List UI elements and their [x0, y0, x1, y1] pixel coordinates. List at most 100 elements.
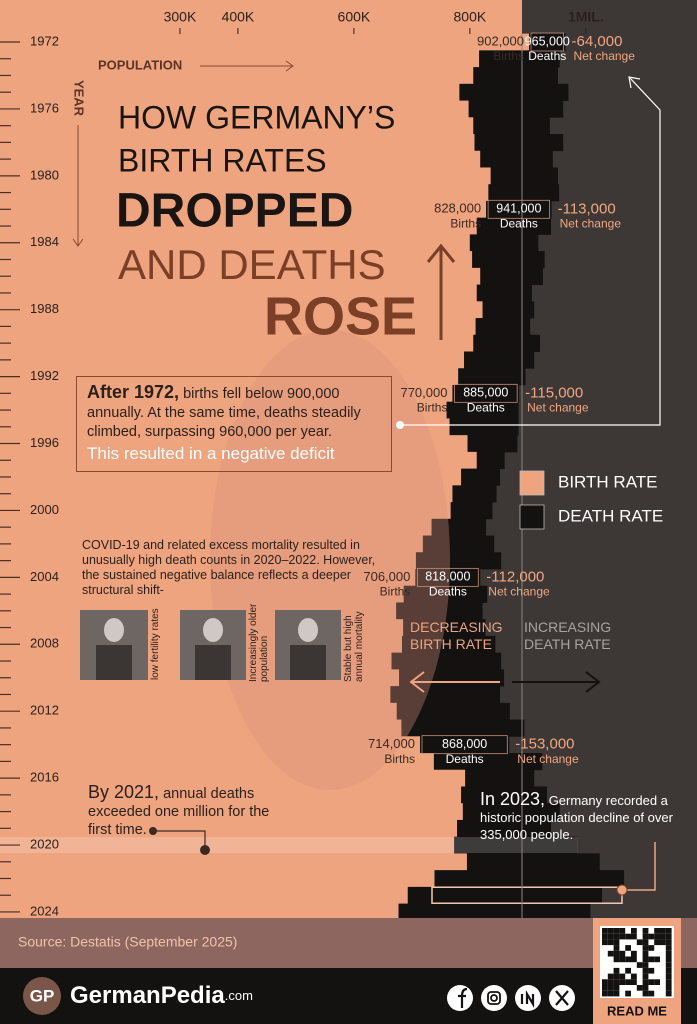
birth-bar: [0, 753, 434, 771]
chart-title: HOW GERMANY’S: [118, 99, 395, 135]
net-label: -64,000: [572, 33, 623, 50]
qr-cell: [636, 985, 643, 991]
birth-bar: [0, 686, 391, 704]
value-label: 941,000: [496, 202, 541, 216]
birth-bar: [0, 418, 450, 436]
connector: [153, 830, 206, 850]
birth-bar: [0, 251, 473, 269]
death-bar: [433, 753, 543, 771]
birth-bar: [0, 552, 416, 570]
birth-bar: [0, 719, 402, 737]
death-bar: [472, 251, 545, 269]
death-bar: [488, 184, 560, 202]
y-tick-label: 2012: [30, 703, 59, 718]
qr-cell: [607, 979, 614, 985]
birth-bar: [0, 384, 453, 403]
y-tick-label: 1996: [30, 435, 59, 450]
legend-label: BIRTH RATE: [558, 472, 658, 491]
qr-cell: [631, 928, 637, 934]
qr-cell: [642, 962, 649, 968]
qr-cell: [648, 956, 655, 963]
value-sublabel: Deaths: [500, 216, 538, 230]
y-tick-label: 1988: [30, 301, 59, 316]
birth-bar: [0, 33, 530, 51]
y-tick-label: 2016: [30, 770, 59, 785]
photo-figure: [290, 645, 326, 680]
qr-cell: [642, 950, 649, 957]
source: Source: Destatis (September 2025): [18, 934, 237, 950]
note-body: Germany recorded a historic population d…: [480, 793, 673, 842]
qr-cell: [665, 967, 672, 974]
birth-bar: [0, 117, 474, 135]
death-bar: [396, 602, 483, 620]
chart-title: AND DEATHS: [118, 241, 386, 288]
qr-cell: [602, 928, 608, 934]
y-tick-label: 1984: [30, 234, 59, 249]
net-sublabel: Net change: [527, 401, 589, 415]
qr-cell: [625, 956, 631, 963]
qr-cell: [642, 990, 649, 997]
qr-cell: [648, 979, 655, 985]
social-glyph: [555, 990, 569, 1006]
qr-cell: [613, 939, 620, 946]
read-me[interactable]: READ ME: [607, 1003, 667, 1018]
value-sublabel: Deaths: [446, 752, 484, 766]
death-bar: [398, 903, 591, 921]
value-sublabel: Deaths: [467, 401, 505, 415]
death-bar: [461, 786, 547, 804]
social-icon[interactable]: [481, 985, 507, 1011]
qr-cell: [613, 967, 620, 974]
birth-bar: [0, 568, 416, 587]
death-bar: [457, 819, 552, 838]
legend-swatch: [519, 504, 545, 530]
qr-cell: [648, 967, 655, 974]
death-bar: [431, 518, 487, 536]
birth-bar: [0, 853, 467, 871]
qr-cell: [631, 933, 637, 940]
legend-swatch: [519, 470, 545, 496]
value-sublabel: Deaths: [528, 49, 566, 63]
death-bar: [403, 619, 486, 637]
birth-bar: [0, 167, 491, 185]
qr-cell: [665, 956, 672, 963]
photo-caption: Increasingly older population: [248, 603, 270, 682]
birth-bar: [0, 150, 481, 168]
birth-bar: [0, 451, 477, 470]
birth-bar: [0, 769, 466, 787]
covid-note: COVID-19 and related excess mortality re…: [82, 538, 376, 597]
value-label: 770,000: [400, 385, 447, 400]
death-bar: [473, 334, 541, 352]
qr-cell: [636, 939, 643, 946]
qr-cell: [642, 979, 649, 985]
qr-cell: [648, 945, 655, 951]
note-body: annual deaths exceeded one million for t…: [88, 786, 270, 838]
death-bar: [461, 468, 501, 486]
qr-cell: [619, 973, 626, 980]
death-bar: [407, 886, 603, 904]
birth-bar: [0, 67, 474, 85]
qr-cell: [625, 933, 631, 940]
death-bar: [390, 686, 501, 704]
death-bar: [434, 870, 625, 888]
qr-cell: [613, 950, 620, 957]
social-icon[interactable]: [447, 985, 473, 1011]
death-bar: [473, 67, 558, 85]
birth-bar: [0, 134, 475, 152]
qr-cell: [613, 973, 620, 980]
death-bar: [401, 719, 525, 737]
summary-body: births fell below 900,000 annually. At t…: [87, 386, 361, 440]
qr-cell: [607, 990, 614, 997]
birth-bar: [0, 334, 474, 352]
logo: [23, 977, 61, 1015]
death-bar: [476, 284, 532, 302]
death-bar: [415, 552, 502, 570]
birth-bar: [0, 518, 432, 536]
death-bar: [403, 585, 488, 603]
qr-cell: [642, 945, 649, 951]
birth-bar: [0, 100, 469, 118]
value-label: 885,000: [463, 386, 508, 400]
y-tick-label: 1972: [30, 33, 59, 48]
logo-text: GP: [30, 986, 55, 1005]
photo-caption: Stable but high annual mortality: [343, 611, 365, 682]
highlight-band: [0, 837, 578, 854]
